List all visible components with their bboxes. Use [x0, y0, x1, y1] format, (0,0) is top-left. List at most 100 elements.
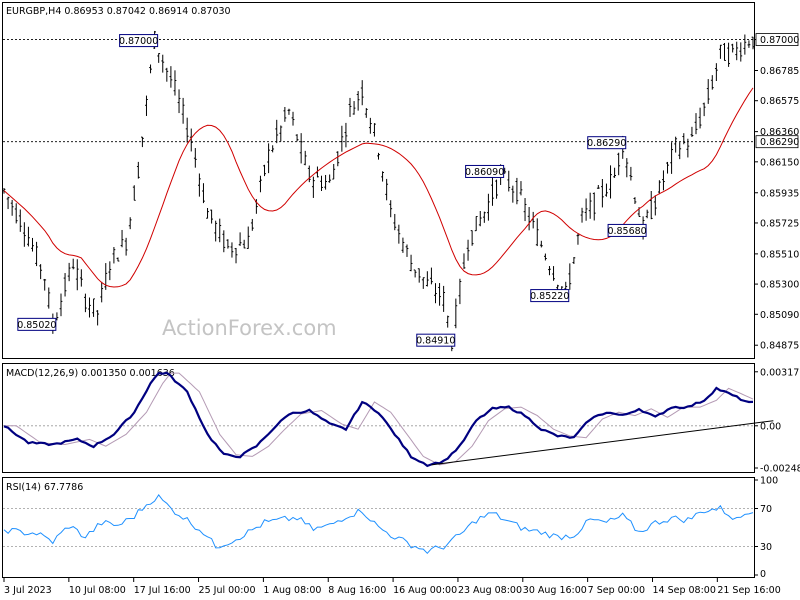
price-bar — [373, 123, 376, 137]
x-axis-tick-label: 30 Aug 16:00 — [523, 585, 587, 596]
x-axis-tick-label: 21 Sep 16:00 — [717, 585, 780, 596]
macd-y-tick-label: 0.00 — [760, 421, 781, 432]
annotation-label: 0.85680 — [607, 226, 646, 237]
price-bar — [507, 170, 511, 192]
price-level-tag-label: 0.87000 — [760, 35, 799, 46]
price-bar — [576, 233, 580, 245]
price-bar — [295, 134, 299, 142]
price-bar — [714, 63, 718, 82]
annotation-box — [17, 317, 57, 331]
annotation-box — [416, 333, 456, 347]
price-bar — [670, 142, 673, 174]
price-bar — [132, 185, 136, 201]
price-bar — [336, 151, 340, 167]
price-bar — [751, 36, 755, 50]
price-bar — [401, 237, 405, 253]
price-bar — [710, 75, 714, 90]
price-bar — [116, 257, 120, 262]
price-y-tick-label: 0.85725 — [760, 218, 799, 229]
price-bar — [18, 209, 22, 232]
price-level-tag-label: 0.86290 — [760, 137, 799, 148]
price-bar — [328, 174, 332, 183]
price-bar — [31, 237, 34, 252]
price-bar — [263, 164, 266, 177]
annotation-box — [587, 136, 627, 150]
price-bar — [735, 41, 739, 61]
rsi-y-tick-label: 100 — [760, 476, 778, 487]
price-bar — [674, 136, 678, 153]
price-bar — [694, 113, 698, 135]
price-bar — [27, 226, 30, 247]
price-bar — [596, 185, 600, 189]
price-bar — [454, 298, 458, 329]
price-bar — [698, 107, 702, 129]
price-bar — [206, 207, 209, 219]
price-bar — [299, 133, 303, 164]
price-bar — [291, 111, 295, 126]
price-bar — [515, 177, 519, 205]
price-bar — [303, 150, 307, 166]
price-bar — [409, 254, 413, 272]
price-bar — [446, 315, 450, 328]
price-bar — [389, 200, 393, 218]
price-bar — [35, 241, 38, 267]
price-bar — [368, 117, 372, 134]
price-bar — [307, 165, 311, 183]
macd-trendline — [431, 420, 774, 466]
price-y-tick-label: 0.86360 — [760, 127, 799, 138]
x-axis-tick-label: 7 Sep 00:00 — [588, 585, 645, 596]
macd-panel-title: MACD(12,26,9) 0.001350 0.001636 — [6, 368, 175, 379]
price-bar — [625, 158, 629, 178]
price-bar — [678, 142, 682, 160]
price-bar — [279, 125, 283, 142]
annotation-label: 0.84910 — [416, 336, 455, 347]
price-bar — [523, 198, 527, 222]
price-bar — [173, 70, 177, 96]
macd-y-tick-label: 0.003177 — [760, 367, 800, 378]
price-bar — [666, 161, 669, 174]
price-bar — [580, 207, 584, 223]
price-bar — [287, 108, 291, 115]
price-bar — [84, 293, 87, 313]
price-bar — [202, 183, 205, 204]
price-bar — [75, 259, 79, 291]
price-y-tick-label: 0.86785 — [760, 66, 799, 77]
price-annotation: 0.85680 — [607, 223, 647, 237]
price-bar — [275, 119, 279, 144]
price-bar — [413, 269, 417, 278]
price-y-tick-label: 0.86575 — [760, 96, 799, 107]
price-bar — [364, 108, 368, 118]
rsi-panel-title: RSI(14) 67.7786 — [6, 482, 83, 493]
price-bar — [218, 218, 222, 243]
price-bar — [377, 152, 380, 160]
price-bar — [633, 197, 637, 204]
price-panel-frame — [2, 2, 755, 359]
price-bar — [487, 193, 490, 221]
price-bar — [645, 209, 649, 219]
price-bar — [210, 209, 214, 224]
price-bar — [124, 237, 128, 256]
price-bar — [250, 218, 254, 231]
price-bar — [495, 179, 498, 199]
macd-panel-frame — [2, 363, 755, 473]
price-bar — [548, 266, 551, 276]
price-y-tick-label: 0.85090 — [760, 310, 799, 321]
annotation-label: 0.86090 — [465, 167, 504, 178]
price-bar — [584, 198, 588, 221]
price-bar — [690, 126, 694, 138]
price-bar — [169, 66, 173, 88]
price-bar — [67, 262, 71, 282]
annotation-label: 0.86290 — [587, 138, 626, 149]
price-bar — [739, 42, 743, 62]
price-bar — [430, 267, 433, 285]
price-bar — [543, 253, 547, 261]
price-bar — [332, 164, 336, 180]
price-bar — [246, 226, 250, 249]
annotation-box — [607, 223, 647, 237]
price-bar — [572, 257, 576, 264]
price-bar — [185, 117, 189, 143]
price-bar — [165, 67, 169, 82]
price-bar — [405, 244, 409, 257]
price-bar — [600, 178, 604, 208]
